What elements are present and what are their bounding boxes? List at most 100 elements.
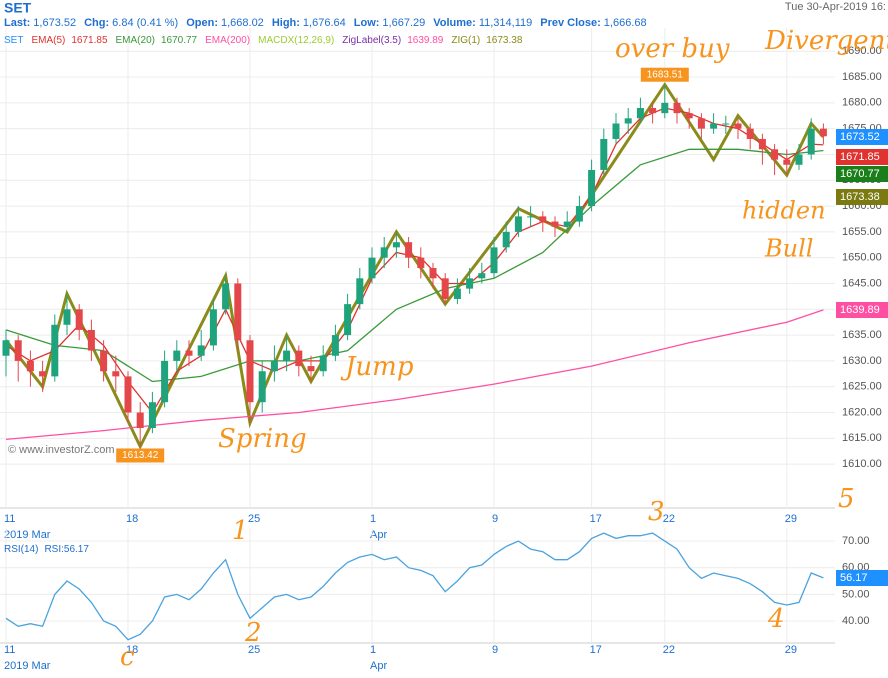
period-label: 2019 Mar bbox=[4, 660, 51, 672]
candle-body bbox=[405, 242, 413, 258]
annotation: 2 bbox=[244, 618, 262, 648]
x-tick-label: 29 bbox=[785, 513, 797, 525]
candle-body bbox=[490, 247, 498, 274]
candle-body bbox=[685, 113, 693, 119]
value-tag-box bbox=[836, 149, 888, 165]
candle-body bbox=[514, 216, 522, 232]
quote-value: 1,667.29 bbox=[382, 17, 425, 29]
candle-body bbox=[649, 108, 657, 114]
x-tick-label: 22 bbox=[663, 644, 675, 656]
candle-body bbox=[270, 360, 278, 372]
candle-body bbox=[771, 149, 779, 160]
x-tick-label: 1 bbox=[370, 513, 376, 525]
candle-body bbox=[295, 350, 303, 367]
quote-value: 1,666.68 bbox=[604, 17, 647, 29]
x-tick-label: 17 bbox=[590, 513, 602, 525]
annotation: over buy bbox=[615, 34, 730, 64]
candle-body bbox=[51, 324, 59, 377]
period-label: Apr bbox=[370, 529, 387, 541]
candle-body bbox=[734, 123, 742, 129]
y-tick-label: 1645.00 bbox=[842, 277, 882, 289]
candle-body bbox=[478, 273, 486, 279]
candle-body bbox=[63, 309, 71, 325]
value-tag-box bbox=[836, 302, 888, 318]
legend-item: EMA(200) bbox=[205, 35, 250, 46]
candle-body bbox=[209, 309, 217, 346]
candle-body bbox=[466, 278, 474, 289]
y-tick-label: 1610.00 bbox=[842, 458, 882, 470]
extreme-label-box bbox=[116, 448, 165, 463]
candle-body bbox=[283, 350, 291, 361]
period-label: 2019 Mar bbox=[4, 529, 51, 541]
rsi-line bbox=[5, 532, 824, 641]
candle-body bbox=[124, 376, 132, 413]
legend-item: ZigLabel(3.5) bbox=[342, 35, 401, 46]
legend-item: ZIG(1) bbox=[451, 35, 480, 46]
x-tick-label: 17 bbox=[590, 644, 602, 656]
quote-value: 1,673.52 bbox=[33, 17, 76, 29]
x-tick-label: 18 bbox=[126, 513, 138, 525]
candle-body bbox=[807, 128, 815, 155]
value-tag: 1673.52 bbox=[840, 131, 880, 143]
candle-body bbox=[87, 329, 95, 351]
candle-body bbox=[697, 118, 705, 129]
candle-body bbox=[539, 216, 547, 222]
quote-value: 1,668.02 bbox=[221, 17, 264, 29]
quote-label: Prev Close: bbox=[540, 17, 601, 29]
quote-value: 6.84 (0.41 %) bbox=[112, 17, 178, 29]
candle-body bbox=[2, 340, 10, 356]
candle-body bbox=[783, 159, 791, 165]
candle-body bbox=[612, 123, 620, 139]
y-tick-label: 1630.00 bbox=[842, 355, 882, 367]
value-tag: 1670.77 bbox=[840, 168, 880, 180]
candle-body bbox=[75, 309, 83, 330]
legend-item: SET bbox=[4, 35, 23, 46]
candle-body bbox=[551, 221, 559, 227]
rsi-title: RSI(14) bbox=[4, 544, 38, 555]
candle-body bbox=[380, 247, 388, 258]
y-tick-label: 40.00 bbox=[842, 615, 870, 627]
value-tag: 56.17 bbox=[840, 572, 868, 584]
candle-body bbox=[112, 371, 120, 377]
y-tick-label: 1655.00 bbox=[842, 226, 882, 238]
candle-body bbox=[319, 355, 327, 372]
candle-body bbox=[100, 350, 108, 372]
value-tag-box bbox=[836, 189, 888, 205]
rsi-name: RSI: bbox=[44, 544, 63, 555]
candle-body bbox=[331, 335, 339, 356]
legend: SET EMA(5) 1671.85 EMA(20) 1670.77 EMA(200) MA… bbox=[4, 35, 523, 46]
extreme-label: 1683.51 bbox=[647, 69, 684, 80]
datetime: Tue 30-Apr-2019 16: bbox=[785, 1, 886, 13]
candle-body bbox=[600, 138, 608, 170]
x-tick-label: 22 bbox=[663, 513, 675, 525]
candle-body bbox=[453, 288, 461, 299]
legend-value: 1673.38 bbox=[486, 35, 523, 46]
candle-body bbox=[368, 257, 376, 279]
candle-body bbox=[527, 216, 535, 218]
y-tick-label: 1650.00 bbox=[842, 252, 882, 264]
candle-body bbox=[502, 231, 510, 248]
annotation: 3 bbox=[648, 497, 665, 527]
y-tick-label: 1620.00 bbox=[842, 406, 882, 418]
candle-body bbox=[636, 108, 644, 119]
candle-body bbox=[185, 350, 193, 356]
candle-body bbox=[26, 360, 34, 372]
annotation: 1 bbox=[232, 516, 249, 546]
y-tick-label: 1680.00 bbox=[842, 97, 882, 109]
legend-value: 1639.89 bbox=[407, 35, 444, 46]
quote-line: Last: 1,673.52 Chg: 6.84 (0.41 %) Open: 1,668… bbox=[4, 17, 647, 29]
candle-body bbox=[795, 154, 803, 165]
candle-body bbox=[344, 304, 352, 336]
x-tick-label: 11 bbox=[4, 644, 15, 656]
value-tag-box bbox=[836, 570, 888, 586]
rsi-value: 56.17 bbox=[64, 544, 89, 555]
annotation: Jump bbox=[340, 352, 414, 382]
y-tick-label: 70.00 bbox=[842, 535, 870, 547]
x-tick-label: 25 bbox=[248, 513, 260, 525]
candle-body bbox=[307, 366, 315, 372]
legend-item: MACDX(12,26,9) bbox=[258, 35, 334, 46]
quote-label: Low: bbox=[354, 17, 380, 29]
candle-body bbox=[392, 242, 400, 248]
legend-item: EMA(5) bbox=[31, 35, 65, 46]
legend-item: EMA(20) bbox=[116, 35, 155, 46]
